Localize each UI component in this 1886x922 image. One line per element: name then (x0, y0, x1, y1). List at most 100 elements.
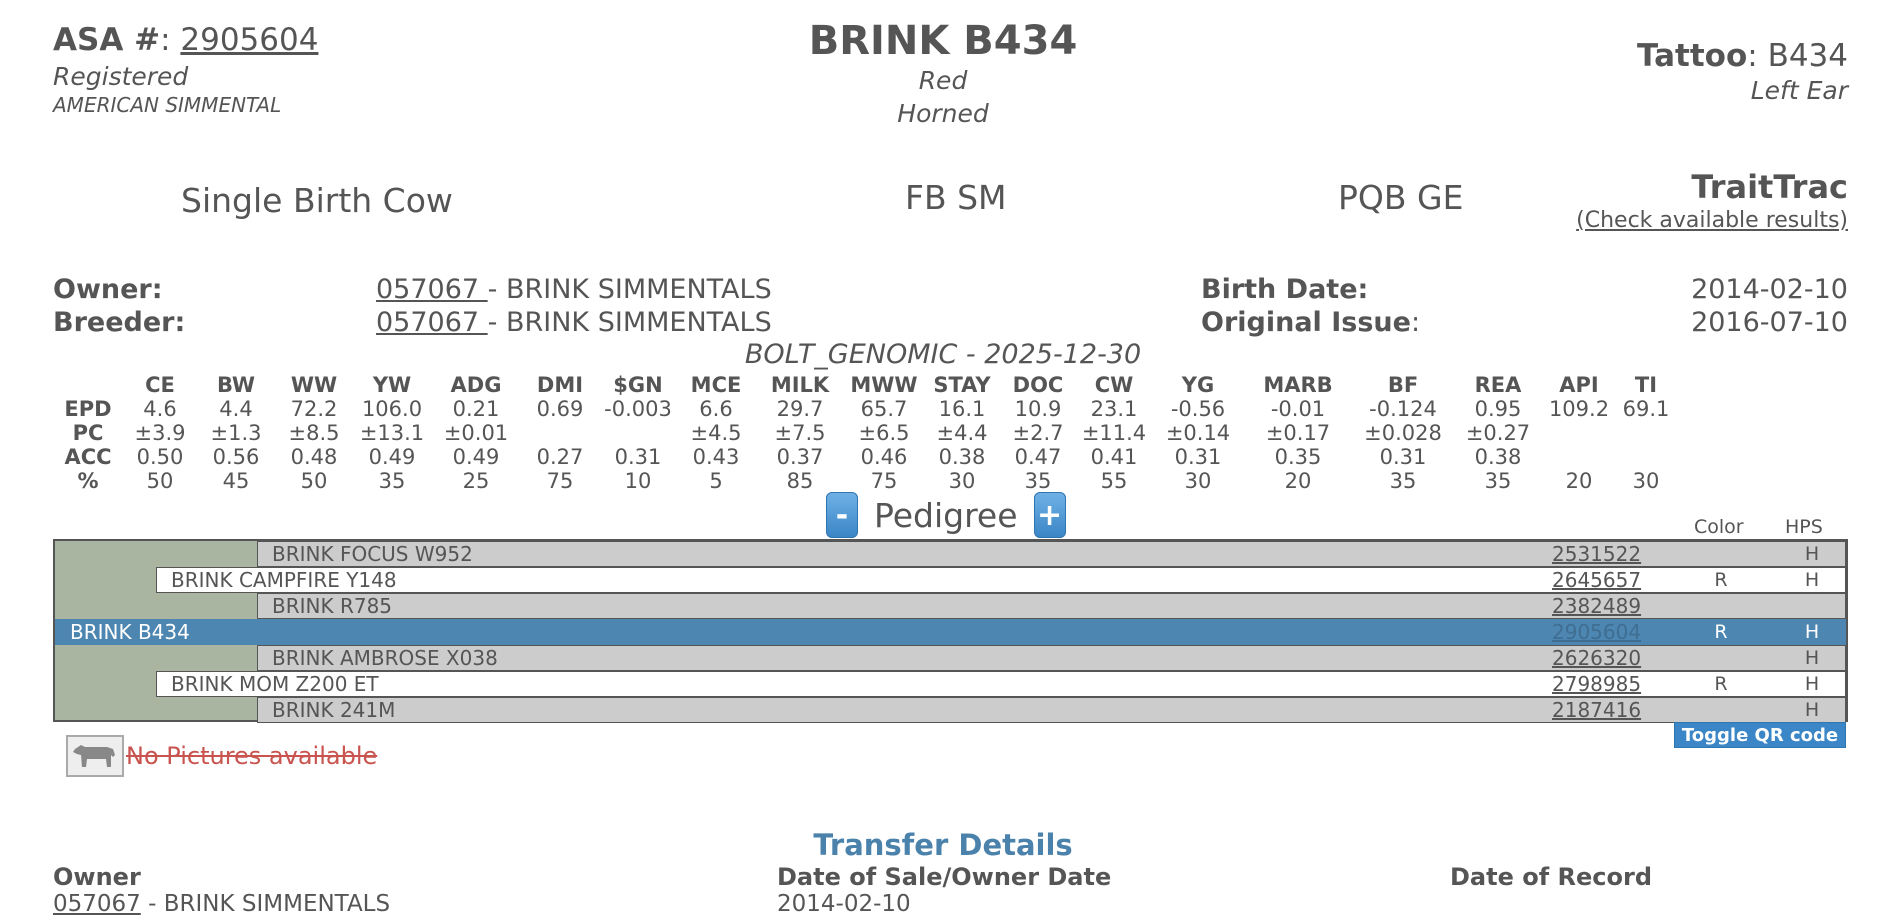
pedigree-row[interactable]: BRINK AMBROSE X038 2626320 H (257, 645, 1846, 671)
pedigree-hps: H (1804, 569, 1820, 591)
pedigree-reg-link[interactable]: 2382489 (1552, 594, 1642, 618)
epd-cell: 50 (146, 469, 174, 493)
epd-cell: 0.69 (536, 397, 584, 421)
epd-cell: 65.7 (860, 397, 908, 421)
pedigree-row[interactable]: BRINK B434 2905604 R H (55, 619, 1846, 645)
pedigree-row[interactable]: BRINK FOCUS W952 2531522 H (257, 541, 1846, 567)
pedigree-animal-name: BRINK CAMPFIRE Y148 (171, 568, 397, 592)
breeder-id-link[interactable]: 057067 (376, 307, 488, 338)
epd-row-label: PC (72, 421, 104, 445)
epd-cell: 0.31 (1174, 445, 1222, 469)
traittrac-block: TraitTrac (Check available results) (1576, 168, 1848, 233)
pedigree-color-header: Color (1694, 516, 1744, 538)
pedigree-row[interactable]: BRINK 241M 2187416 H (257, 697, 1846, 723)
pedigree-collapse-button[interactable]: - (826, 492, 858, 538)
epd-cell: 45 (222, 469, 250, 493)
epd-cell: 23.1 (1090, 397, 1138, 421)
pedigree-hps: H (1804, 647, 1820, 669)
epd-cell: 16.1 (938, 397, 986, 421)
epd-cell: 5 (709, 469, 723, 493)
pedigree-expand-button[interactable]: + (1033, 492, 1066, 538)
epd-cell: ±2.7 (1012, 421, 1064, 445)
epd-column-header: $GN (613, 373, 663, 397)
transfer-details-title: Transfer Details (813, 828, 1073, 862)
epd-row: ACC 0.50 0.56 0.48 0.49 0.49 0.27 0.31 0.43 0.37 0… (53, 445, 1677, 469)
epd-cell: ±1.3 (210, 421, 262, 445)
epd-cell: 75 (546, 469, 574, 493)
pedigree-reg-link[interactable]: 2645657 (1552, 568, 1642, 592)
pedigree-reg-link[interactable]: 2905604 (1552, 620, 1642, 644)
tattoo-location: Left Ear (1750, 76, 1848, 105)
epd-cell: ±0.028 (1364, 421, 1442, 445)
pedigree-hps: H (1804, 673, 1820, 695)
pedigree-row[interactable]: BRINK R785 2382489 (257, 593, 1846, 619)
pedigree-row[interactable]: BRINK MOM Z200 ET 2798985 R H (156, 671, 1846, 697)
epd-cell: 50 (300, 469, 328, 493)
epd-cell: ±0.17 (1265, 421, 1331, 445)
pedigree-reg-link[interactable]: 2798985 (1552, 672, 1642, 696)
transfer-owner-id-link[interactable]: 057067 (53, 891, 141, 917)
epd-cell: 0.50 (136, 445, 184, 469)
epd-cell (1543, 445, 1615, 469)
breed-code: FB SM (905, 178, 1007, 217)
program-status: PQB GE (1338, 178, 1464, 217)
epd-cell: 72.2 (290, 397, 338, 421)
owner-id-link[interactable]: 057067 (376, 274, 488, 305)
epd-cell: 0.27 (536, 445, 584, 469)
tattoo-value: B434 (1767, 38, 1848, 74)
pedigree-reg-link[interactable]: 2531522 (1552, 542, 1642, 566)
epd-cell: ±0.27 (1465, 421, 1531, 445)
epd-cell: 75 (870, 469, 898, 493)
epd-cell: 0.21 (452, 397, 500, 421)
animal-name: BRINK B434 (808, 18, 1078, 64)
no-pictures-text: No Pictures available (126, 742, 378, 770)
epd-column-header: CE (145, 373, 175, 397)
breeder-value: 057067 - BRINK SIMMENTALS (376, 307, 772, 338)
epd-cell: 20 (1284, 469, 1312, 493)
original-issue-value: 2016-07-10 (1691, 307, 1848, 338)
asa-number-link[interactable]: 2905604 (180, 22, 319, 58)
epd-column-header: BW (216, 373, 256, 397)
epd-table: CE BW WW YW ADG DMI $GN MCE MILK MWW STAY DOC CW YG MA… (53, 373, 1677, 493)
epd-column-header: YG (1181, 373, 1215, 397)
epd-cell: 35 (1024, 469, 1052, 493)
epd-cell (1543, 421, 1615, 445)
epd-row-label: ACC (64, 445, 112, 469)
epd-cell: 30 (1632, 469, 1660, 493)
animal-color: Red (918, 66, 968, 95)
epd-column-header: DOC (1012, 373, 1064, 397)
epd-corner (53, 373, 123, 397)
epd-cell: 0.48 (290, 445, 338, 469)
epd-cell (1615, 445, 1677, 469)
epd-cell: 0.37 (776, 445, 824, 469)
epd-cell: 106.0 (361, 397, 423, 421)
transfer-owner-name: - BRINK SIMMENTALS (140, 891, 391, 917)
epd-column-header: MARB (1263, 373, 1333, 397)
epd-column-header: YW (372, 373, 412, 397)
epd-cell: ±13.1 (359, 421, 425, 445)
epd-cell: 35 (1484, 469, 1512, 493)
pedigree-animal-name: BRINK AMBROSE X038 (272, 646, 498, 670)
pedigree-reg-link[interactable]: 2187416 (1552, 698, 1642, 722)
epd-header-row: CE BW WW YW ADG DMI $GN MCE MILK MWW STAY DOC CW YG MA… (53, 373, 1677, 397)
epd-body: EPD 4.6 4.4 72.2 106.0 0.21 0.69 -0.003 6.6 29.7 6… (53, 397, 1677, 493)
epd-row: % 50 45 50 35 25 75 10 5 85 75 30 35 55 30 20 35 35 20 30 (53, 469, 1677, 493)
toggle-qr-code-button[interactable]: Toggle QR code (1674, 722, 1846, 748)
epd-cell (599, 421, 677, 445)
pedigree-grid: BRINK FOCUS W952 2531522 H BRINK CAMPFIRE Y… (53, 539, 1848, 723)
epd-cell: 30 (1184, 469, 1212, 493)
epd-cell: 35 (1389, 469, 1417, 493)
pedigree-reg-link[interactable]: 2626320 (1552, 646, 1642, 670)
pedigree-row[interactable]: BRINK CAMPFIRE Y148 2645657 R H (156, 567, 1846, 593)
asa-label: ASA # (53, 22, 161, 58)
owner-value: 057067 - BRINK SIMMENTALS (376, 274, 772, 305)
pedigree-hps: H (1804, 543, 1820, 565)
epd-cell: 69.1 (1622, 397, 1670, 421)
pedigree-animal-name: BRINK FOCUS W952 (272, 542, 473, 566)
epd-cell: ±0.14 (1165, 421, 1231, 445)
epd-column-header: WW (290, 373, 338, 397)
pedigree-hps: H (1804, 699, 1820, 721)
traittrac-check-link[interactable]: (Check available results) (1576, 208, 1848, 233)
pedigree-hps: H (1804, 621, 1820, 643)
epd-cell: 0.35 (1274, 445, 1322, 469)
